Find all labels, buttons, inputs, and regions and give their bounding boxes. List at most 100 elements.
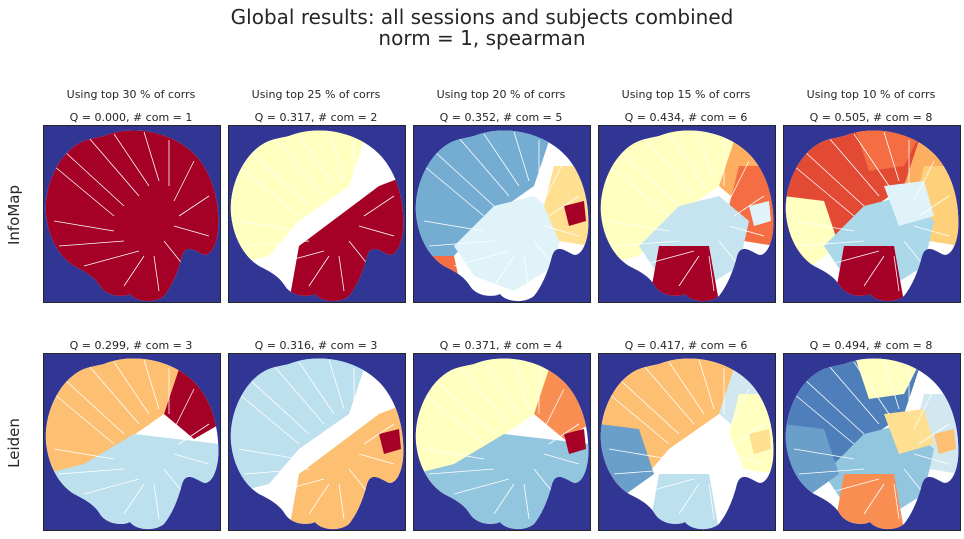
parcel-boundary	[883, 131, 900, 182]
parcel-boundary	[823, 250, 880, 267]
parcel-boundary	[793, 220, 855, 232]
parcel-boundary	[523, 483, 530, 520]
parcel-boundary	[53, 448, 115, 460]
parcel-boundary	[308, 483, 330, 515]
panel-r2c5	[783, 353, 961, 531]
community-region-bottom	[834, 246, 904, 302]
parcel-boundary	[618, 150, 680, 207]
parcel-boundary	[803, 378, 865, 435]
parcel-boundary	[793, 165, 855, 217]
parcel-boundary	[513, 131, 530, 182]
panel-label-r1c1: Q = 0.000, # com = 1	[69, 111, 193, 124]
parcel-boundary	[608, 393, 670, 445]
parcel-boundary	[88, 365, 140, 425]
parcel-boundary	[178, 195, 210, 217]
figure-title-line2: norm = 1, spearman	[378, 26, 586, 50]
panel-r2c3	[413, 353, 591, 531]
parcel-boundary	[458, 137, 510, 197]
parcel-boundary	[608, 165, 670, 217]
parcel-boundary	[913, 225, 950, 237]
parcel-boundary	[638, 250, 695, 267]
parcel-boundary	[483, 361, 520, 415]
panel-r2c1	[43, 353, 221, 531]
parcel-boundary	[613, 468, 680, 475]
parcel-boundary	[238, 393, 300, 445]
panel-label-r1c5: Q = 0.505, # com = 8	[809, 111, 933, 124]
parcel-boundary	[643, 137, 695, 197]
parcel-boundary	[493, 483, 515, 515]
parcel-boundary	[613, 240, 680, 247]
parcel-boundary	[853, 361, 890, 415]
parcel-boundary	[543, 453, 580, 465]
parcel-boundary	[338, 255, 345, 292]
row-label-leiden: Leiden	[5, 418, 23, 468]
community-region-whole	[45, 130, 219, 302]
figure-title-line1: Global results: all sessions and subject…	[230, 5, 734, 29]
community-region-bottom	[649, 246, 719, 302]
parcel-boundary	[853, 133, 890, 187]
parcel-boundary	[913, 160, 935, 202]
parcel-boundary	[423, 393, 485, 445]
parcel-boundary	[358, 388, 380, 430]
parcel-boundary	[328, 359, 345, 410]
parcel-boundary	[548, 195, 580, 217]
parcel-boundary	[238, 448, 300, 460]
parcel-boundary	[608, 220, 670, 232]
parcel-boundary	[893, 483, 900, 520]
parcel-boundary	[893, 255, 900, 292]
parcel-boundary	[423, 220, 485, 232]
panel-r2c4	[598, 353, 776, 531]
parcel-boundary	[363, 423, 395, 445]
parcel-boundary	[173, 388, 195, 430]
parcel-boundary	[733, 195, 765, 217]
parcel-boundary	[88, 137, 140, 197]
parcel-boundary	[863, 255, 885, 287]
parcel-boundary	[298, 133, 335, 187]
panel-label-r1c3: Q = 0.352, # com = 5	[439, 111, 563, 124]
parcel-boundary	[798, 240, 865, 247]
parcel-boundary	[913, 388, 935, 430]
parcel-boundary	[358, 225, 395, 237]
parcel-boundary	[513, 359, 530, 410]
panel-label-r2c3: Q = 0.371, # com = 4	[439, 339, 563, 352]
panel-r1c4	[598, 125, 776, 303]
panel-r1c5	[783, 125, 961, 303]
parcel-boundary	[58, 240, 125, 247]
parcel-boundary	[608, 448, 670, 460]
parcel-boundary	[83, 250, 140, 267]
parcel-boundary	[243, 468, 310, 475]
parcel-boundary	[493, 255, 515, 287]
parcel-boundary	[63, 378, 125, 435]
community-region-small	[379, 429, 401, 454]
community-region-center	[454, 196, 564, 291]
parcel-boundary	[248, 378, 310, 435]
parcel-boundary	[358, 160, 380, 202]
parcel-boundary	[358, 453, 395, 465]
parcel-boundary	[268, 250, 325, 267]
parcel-boundary	[248, 150, 310, 207]
parcel-boundary	[543, 160, 565, 202]
parcel-boundary	[153, 483, 160, 520]
parcel-boundary	[143, 131, 160, 182]
panel-r1c2	[228, 125, 406, 303]
parcel-boundary	[243, 240, 310, 247]
parcel-boundary	[678, 483, 700, 515]
parcel-boundary	[728, 225, 765, 237]
parcel-boundary	[708, 483, 715, 520]
parcel-boundary	[668, 133, 705, 187]
parcel-boundary	[803, 150, 865, 207]
parcel-boundary	[63, 150, 125, 207]
parcel-boundary	[428, 240, 495, 247]
column-title-2: Using top 25 % of corrs	[251, 88, 381, 101]
parcel-boundary	[828, 137, 880, 197]
parcel-boundary	[53, 220, 115, 232]
parcel-boundary	[793, 393, 855, 445]
parcel-boundary	[883, 359, 900, 410]
parcel-boundary	[453, 250, 510, 267]
parcel-boundary	[453, 478, 510, 495]
community-region-small	[564, 201, 586, 226]
parcel-boundary	[273, 365, 325, 425]
parcel-boundary	[678, 255, 700, 287]
parcel-boundary	[708, 255, 715, 292]
